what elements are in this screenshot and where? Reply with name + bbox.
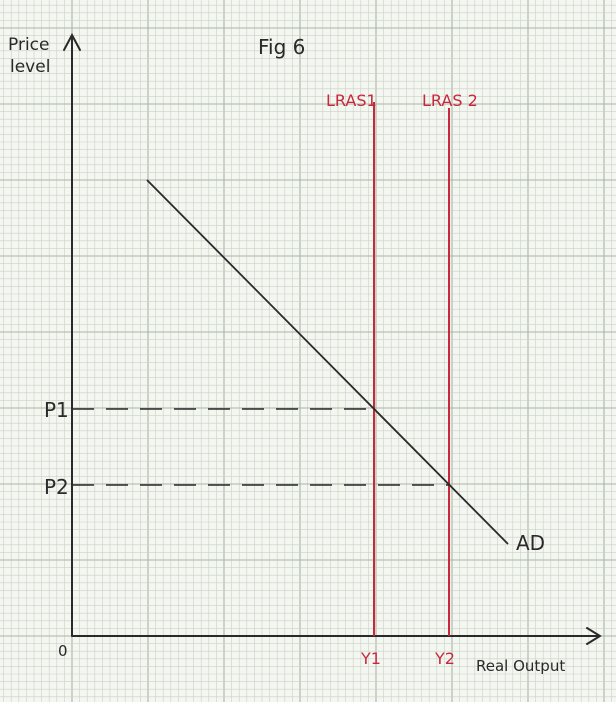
y1-label: Y1 — [360, 649, 381, 668]
ad-curve — [146, 179, 509, 545]
lras1-label: LRAS1 — [326, 91, 377, 110]
p2-label: P2 — [44, 475, 69, 499]
origin-label: 0 — [58, 642, 68, 660]
lras2-label: LRAS 2 — [422, 91, 478, 110]
ad-label: AD — [516, 531, 545, 555]
p1-label: P1 — [44, 398, 69, 422]
y-axis-label-price: Price — [8, 35, 49, 55]
x-axis-arrowhead — [586, 627, 602, 645]
axes — [63, 32, 602, 645]
y2-label: Y2 — [434, 649, 455, 668]
y-axis-label-level: level — [10, 57, 50, 77]
figure-title: Fig 6 — [258, 35, 305, 59]
x-axis-label: Real Output — [476, 657, 565, 675]
y-axis-arrowhead — [63, 32, 81, 51]
